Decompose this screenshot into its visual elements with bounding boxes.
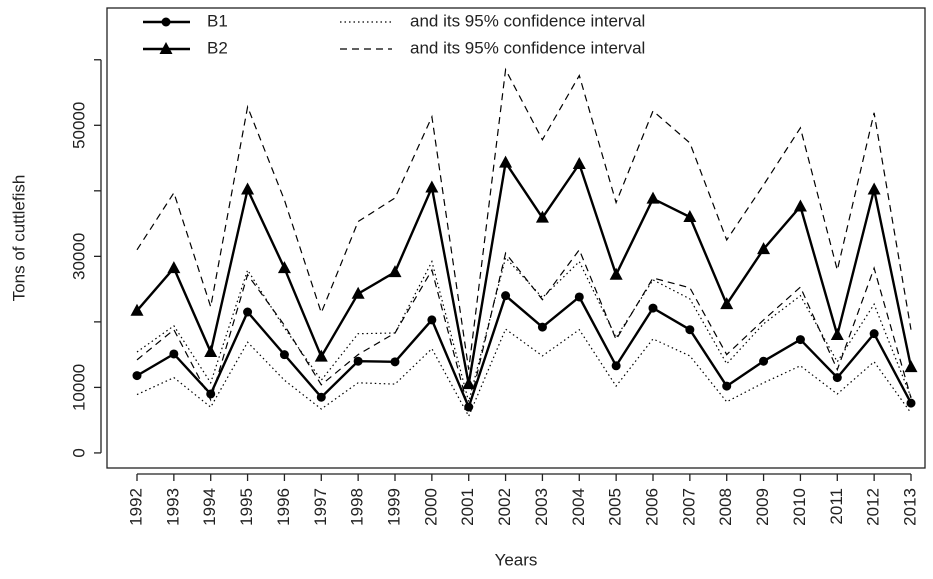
point-marker (537, 322, 547, 332)
x-tick-label: 2013 (900, 488, 919, 526)
point-marker (759, 356, 769, 366)
x-tick-label: 2009 (753, 488, 772, 526)
point-marker (869, 329, 879, 339)
point-marker (720, 297, 734, 310)
x-tick-label: 2008 (716, 488, 735, 526)
ci-line (136, 248, 912, 410)
x-tick-label: 1994 (200, 488, 219, 526)
y-tick-label: 0 (69, 448, 88, 457)
x-tick-label: 2010 (790, 488, 809, 526)
point-marker (830, 327, 844, 340)
x-tick-label: 2011 (827, 488, 846, 525)
point-marker (316, 392, 326, 402)
point-marker (609, 267, 623, 280)
point-marker (277, 261, 291, 274)
legend-marker (159, 42, 173, 54)
point-marker (683, 210, 697, 223)
x-axis-label: Years (495, 550, 538, 569)
point-marker (757, 242, 771, 255)
ci-line (136, 328, 912, 418)
x-tick-label: 1996 (274, 488, 293, 526)
point-marker (243, 307, 253, 317)
point-marker (722, 381, 732, 391)
x-tick-label: 1993 (163, 488, 182, 526)
legend-label: B2 (207, 38, 228, 57)
point-marker (241, 182, 255, 195)
point-marker (314, 349, 328, 362)
legend-label: and its 95% confidence interval (410, 38, 645, 57)
point-marker (204, 345, 218, 358)
x-tick-label: 2001 (458, 488, 477, 526)
point-marker (167, 261, 181, 274)
point-marker (611, 361, 621, 371)
x-tick-label: 2005 (606, 488, 625, 526)
point-marker (353, 356, 363, 366)
point-marker (795, 335, 805, 345)
point-marker (648, 303, 658, 313)
point-marker (793, 199, 807, 212)
point-marker (906, 398, 916, 408)
point-marker (425, 180, 439, 193)
point-marker (867, 182, 881, 195)
x-tick-label: 2004 (569, 488, 588, 526)
series-line (136, 293, 913, 411)
x-tick-label: 2012 (864, 488, 883, 526)
x-tick-label: 2002 (495, 488, 514, 526)
series-line (136, 159, 913, 385)
point-marker (904, 360, 918, 373)
x-tick-label: 2007 (679, 488, 698, 526)
point-marker (574, 292, 584, 302)
point-marker (279, 350, 289, 360)
point-marker (572, 156, 586, 169)
point-marker (427, 315, 437, 325)
y-axis-label: Tons of cuttlefish (9, 175, 28, 302)
ci-line (136, 256, 912, 405)
ci-line (136, 67, 912, 370)
y-tick-label: 30000 (69, 233, 88, 280)
legend-marker (161, 17, 171, 27)
y-tick-label: 50000 (69, 102, 88, 149)
point-marker (501, 291, 511, 301)
x-tick-label: 1992 (126, 488, 145, 526)
point-marker (169, 349, 179, 359)
point-marker (462, 377, 476, 390)
x-tick-label: 2003 (532, 488, 551, 526)
x-tick-label: 1997 (311, 488, 330, 526)
legend-label: B1 (207, 11, 228, 30)
x-tick-label: 1998 (348, 488, 367, 526)
point-marker (132, 371, 142, 381)
x-tick-label: 1995 (237, 488, 256, 526)
point-marker (535, 210, 549, 223)
y-tick-label: 10000 (69, 364, 88, 411)
point-marker (388, 265, 402, 278)
point-marker (351, 286, 365, 299)
point-marker (832, 373, 842, 383)
point-marker (499, 155, 513, 168)
point-marker (390, 357, 400, 367)
x-tick-label: 2000 (421, 488, 440, 526)
legend-label: and its 95% confidence interval (410, 11, 645, 30)
point-marker (130, 303, 144, 316)
plot-frame (106, 7, 926, 469)
x-tick-label: 2006 (642, 488, 661, 526)
x-tick-label: 1999 (384, 488, 403, 526)
point-marker (646, 191, 660, 204)
point-marker (685, 325, 695, 335)
